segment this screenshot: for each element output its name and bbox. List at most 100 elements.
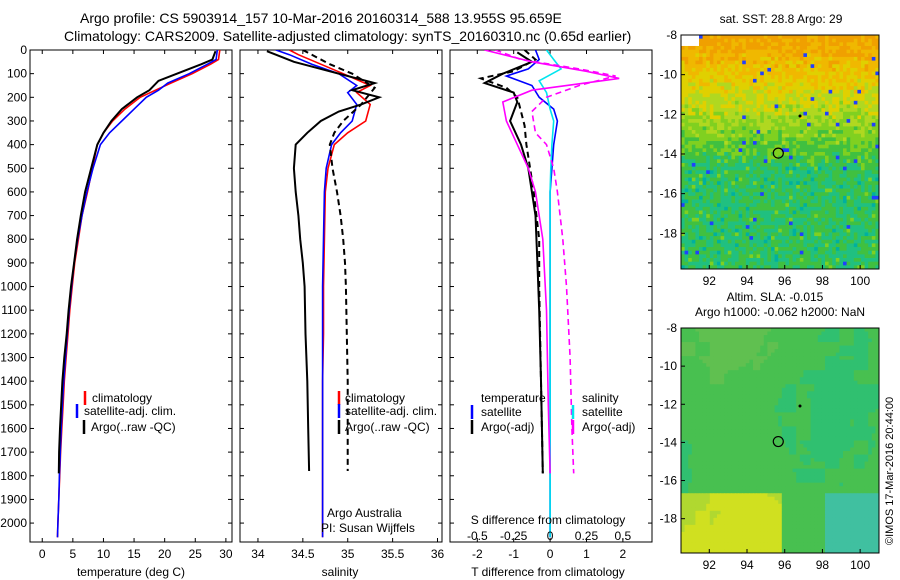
- map-cell: [835, 35, 840, 40]
- map-cell: [709, 42, 714, 47]
- map-cell: [853, 45, 858, 51]
- map-cell: [684, 78, 689, 83]
- map-cell: [749, 328, 754, 332]
- map-cell: [706, 100, 711, 105]
- map-cell: [781, 217, 786, 222]
- map-cell: [753, 261, 757, 266]
- map-cell: [727, 111, 732, 116]
- map-cell: [731, 137, 736, 142]
- map-cell: [853, 394, 858, 399]
- map-cell: [825, 177, 829, 182]
- map-cell: [817, 387, 822, 392]
- map-cell: [796, 56, 801, 61]
- map-cell: [817, 384, 822, 389]
- map-cell: [789, 170, 793, 175]
- map-cell: [767, 239, 772, 244]
- map-cell: [745, 398, 750, 403]
- map-cell: [814, 247, 819, 252]
- salinity-tick-label: 0.25: [575, 529, 599, 543]
- map-cell: [688, 345, 693, 350]
- map-cell: [742, 166, 747, 171]
- map-cell: [814, 250, 819, 255]
- map-cell: [853, 89, 858, 94]
- map-cell: [789, 166, 793, 171]
- map-cell: [681, 141, 685, 146]
- map-cell: [853, 258, 858, 263]
- map-cell: [792, 89, 797, 94]
- map-cell: [760, 206, 765, 211]
- map-cell: [807, 261, 811, 266]
- map-cell: [760, 60, 765, 65]
- map-cell: [846, 64, 851, 69]
- map-cell: [839, 56, 844, 61]
- map-cell: [875, 192, 880, 197]
- map-cell: [857, 236, 862, 241]
- map-cell: [767, 53, 772, 58]
- map-cell: [742, 335, 747, 339]
- map-cell: [724, 387, 729, 392]
- map-cell: [799, 225, 804, 230]
- map-cell: [871, 130, 876, 135]
- map-cell: [727, 104, 732, 109]
- map-cell: [843, 64, 847, 69]
- map-cell: [760, 45, 765, 51]
- map-cell: [709, 97, 714, 102]
- map-cell: [792, 352, 797, 357]
- map-cell: [771, 349, 775, 354]
- map-cell: [803, 78, 808, 83]
- map-cell: [792, 366, 797, 371]
- map-cell: [774, 243, 779, 248]
- map-cell: [738, 111, 743, 116]
- map-cell: [731, 217, 736, 222]
- map-cell: [749, 398, 754, 403]
- map-cell: [691, 93, 696, 98]
- map-cell: [724, 250, 729, 255]
- map-cell: [720, 148, 725, 153]
- map-cell: [781, 130, 786, 135]
- map-cell: [799, 152, 804, 157]
- map-y-tick-label: -18: [660, 226, 678, 240]
- map-cell: [695, 199, 700, 204]
- map-cell: [727, 181, 732, 186]
- map-cell: [727, 82, 732, 87]
- map-cell: [807, 225, 811, 230]
- map-cell: [810, 380, 815, 385]
- map-cell: [753, 331, 757, 336]
- map-cell: [717, 247, 721, 252]
- map-cell: [681, 35, 685, 40]
- map-cell: [817, 328, 822, 332]
- map-cell: [695, 111, 700, 116]
- map-cell: [861, 250, 865, 255]
- y-tick-label: 1700: [0, 445, 27, 459]
- map-cell: [763, 221, 768, 226]
- map-cell: [709, 71, 714, 76]
- map-cell: [767, 356, 772, 361]
- map-cell: [749, 133, 754, 138]
- map-cell: [864, 225, 869, 230]
- map-cell: [789, 89, 793, 94]
- map-cell: [789, 377, 793, 382]
- map-cell: [871, 195, 876, 200]
- map-cell: [821, 133, 826, 138]
- map-cell: [785, 366, 790, 371]
- map-cell: [767, 49, 772, 54]
- map-cell: [843, 338, 847, 343]
- map-cell: [699, 203, 703, 208]
- map-cell: [745, 45, 750, 51]
- map-cell: [868, 104, 873, 109]
- map-cell: [742, 359, 747, 364]
- map-cell: [695, 335, 700, 339]
- map-cell: [749, 45, 754, 51]
- map-cell: [731, 342, 736, 346]
- map-cell: [861, 144, 865, 149]
- map-cell: [713, 338, 718, 343]
- map-cell: [781, 239, 786, 244]
- map-cell: [785, 181, 790, 186]
- map-cell: [832, 89, 837, 94]
- map-cell: [713, 247, 718, 252]
- map-cell: [778, 49, 783, 54]
- map-cell: [792, 328, 797, 332]
- map-cell: [868, 173, 873, 178]
- map-cell: [785, 177, 790, 182]
- map-cell: [717, 352, 721, 357]
